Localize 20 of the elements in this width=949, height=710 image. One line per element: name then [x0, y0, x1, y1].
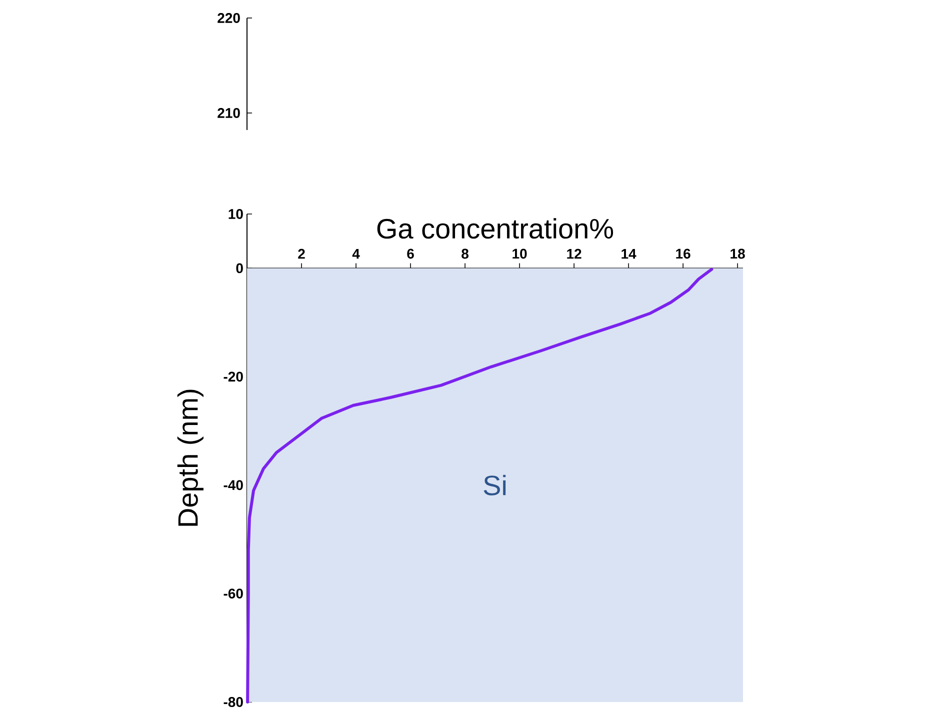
text: 210	[218, 108, 240, 118]
y-tick-label: -60	[224, 588, 243, 599]
x-tick-label: 6	[407, 248, 414, 259]
text: 220	[218, 13, 240, 23]
x-tick-label: 4	[352, 249, 360, 259]
y-tick-label: -20	[224, 372, 243, 382]
x-tick-label: 8	[462, 248, 468, 259]
band-label: Si	[484, 474, 506, 496]
y-axis-title: Depth (nm)	[177, 390, 204, 526]
y-tick-label: -40	[224, 480, 243, 490]
x-tick-label: 10	[512, 248, 527, 259]
y-tick-label: -80	[224, 697, 243, 707]
x-tick-label: 2	[298, 248, 305, 259]
y-tick-label: 10	[228, 209, 243, 219]
x-tick-label: 14	[622, 249, 636, 259]
x-tick-label: 16	[676, 248, 690, 259]
x-tick-label: 12	[567, 248, 582, 259]
x-tick-label: 18	[730, 248, 745, 259]
y-tick-label: 0	[236, 263, 243, 274]
x-axis-title: Ga concentration%	[377, 218, 614, 239]
